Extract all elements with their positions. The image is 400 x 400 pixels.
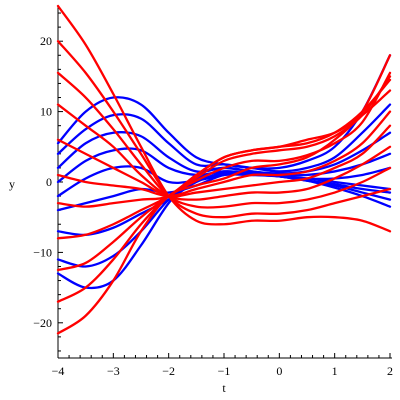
x-tick-label: −3 — [107, 364, 120, 378]
x-axis-label: t — [222, 381, 226, 395]
blue-series-line-5 — [56, 147, 392, 184]
y-tick-label: 10 — [40, 105, 52, 119]
red-series-line-17 — [56, 71, 392, 209]
x-tick-label: 2 — [387, 364, 393, 378]
red-series-line-13 — [56, 89, 392, 208]
red-series-line-11 — [56, 75, 392, 272]
y-tick-label: 0 — [46, 175, 52, 189]
blue-series-line-8 — [56, 54, 392, 170]
blue-series-line-0 — [56, 171, 392, 236]
x-tick-label: 0 — [276, 364, 282, 378]
x-tick-label: −1 — [218, 364, 231, 378]
red-series-line-19 — [56, 4, 392, 233]
y-axis-label: y — [9, 177, 15, 191]
red-series-line-18 — [56, 40, 392, 219]
x-tick-label: −4 — [52, 364, 65, 378]
red-series-line-10 — [56, 71, 392, 303]
red-series-line-16 — [56, 103, 392, 201]
y-tick-label: −20 — [33, 316, 52, 330]
series-group — [56, 4, 392, 335]
red-series-line-15 — [56, 124, 392, 198]
x-tick-label: 1 — [332, 364, 338, 378]
x-tick-label: −2 — [162, 364, 175, 378]
y-tick-label: 20 — [40, 34, 52, 48]
y-tick-label: −10 — [33, 245, 52, 259]
red-series-line-9 — [56, 54, 392, 335]
red-series-line-14 — [56, 110, 392, 198]
